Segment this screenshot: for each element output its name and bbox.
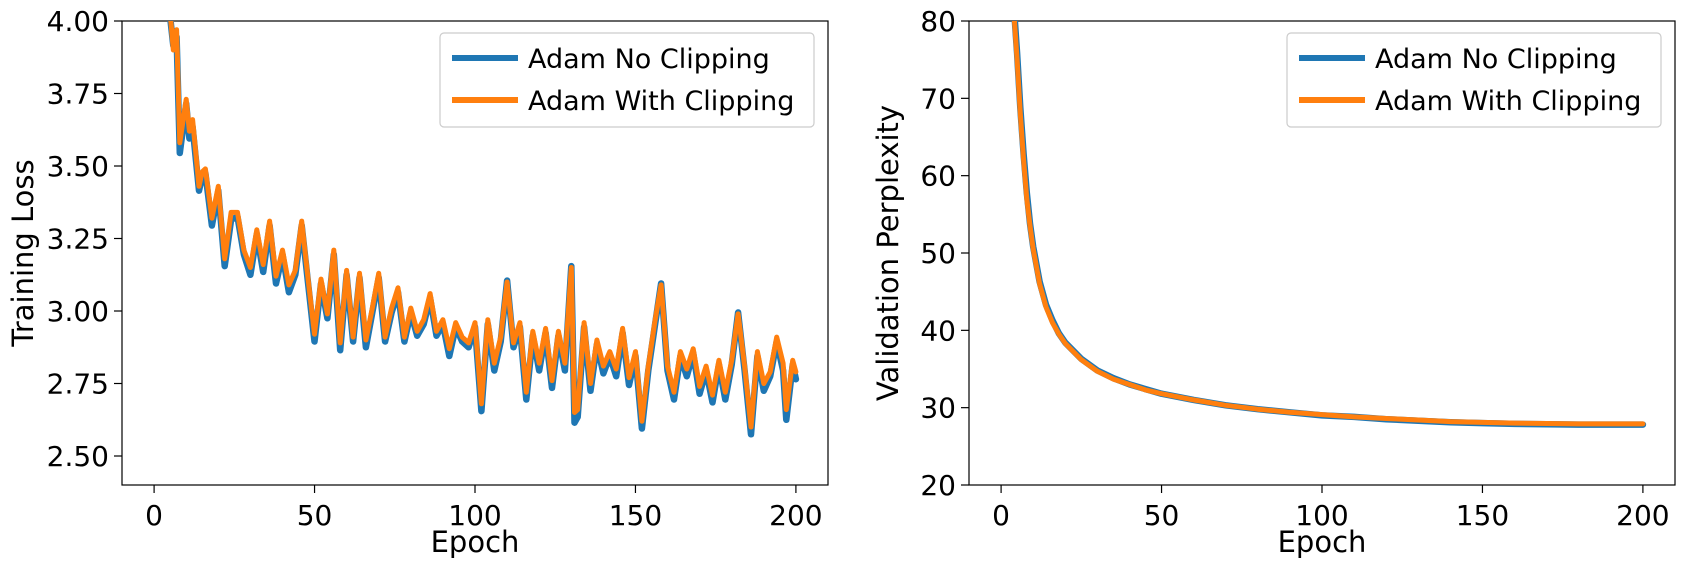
y-tick-label: 80 xyxy=(920,5,956,38)
x-axis-label: Epoch xyxy=(1278,525,1367,559)
x-tick-label: 100 xyxy=(448,499,501,532)
x-tick-label: 200 xyxy=(1616,499,1669,532)
x-tick-label: 150 xyxy=(1456,499,1509,532)
y-axis-label: Training Loss xyxy=(6,159,40,347)
legend: Adam No Clipping Adam With Clipping xyxy=(1286,32,1662,128)
x-ticks: 0 50 100 150 200 xyxy=(992,485,1670,532)
legend-label-with-clipping: Adam With Clipping xyxy=(1375,86,1641,117)
legend-label-with-clipping: Adam With Clipping xyxy=(528,86,794,117)
y-ticks: 2.50 2.75 3.00 3.25 3.50 3.75 4.00 xyxy=(47,5,122,473)
y-tick-label: 3.75 xyxy=(47,78,109,111)
legend: Adam No Clipping Adam With Clipping xyxy=(439,32,815,128)
y-tick-label: 4.00 xyxy=(47,5,109,38)
x-tick-label: 200 xyxy=(769,499,822,532)
series-line-with-clipping xyxy=(168,21,799,430)
series-line-with-clipping xyxy=(1011,21,1646,427)
legend-frame xyxy=(439,32,815,128)
x-tick-label: 100 xyxy=(1295,499,1348,532)
y-tick-label: 70 xyxy=(920,82,956,115)
y-axis-label: Validation Perplexity xyxy=(871,105,905,401)
x-ticks: 0 50 100 150 200 xyxy=(145,485,823,532)
x-tick-label: 50 xyxy=(1144,499,1180,532)
legend-label-no-clipping: Adam No Clipping xyxy=(1375,44,1617,75)
y-tick-label: 30 xyxy=(920,392,956,425)
y-tick-label: 2.75 xyxy=(47,368,109,401)
x-tick-label: 0 xyxy=(145,499,163,532)
y-ticks: 20 30 40 50 60 70 80 xyxy=(920,5,969,502)
series-layer xyxy=(1011,21,1647,428)
x-axis-label: Epoch xyxy=(431,525,520,559)
x-tick-label: 0 xyxy=(992,499,1010,532)
legend-frame xyxy=(1286,32,1662,128)
y-tick-label: 2.50 xyxy=(47,440,109,473)
series-layer xyxy=(167,21,800,438)
y-tick-label: 3.00 xyxy=(47,295,109,328)
y-tick-label: 40 xyxy=(920,314,956,347)
legend-label-no-clipping: Adam No Clipping xyxy=(528,44,770,75)
validation-perplexity-chart: 0 50 100 150 200 20 30 40 50 60 70 80 Epoch Valida… xyxy=(871,5,1676,559)
y-tick-label: 60 xyxy=(920,160,956,193)
y-tick-label: 50 xyxy=(920,237,956,270)
y-tick-label: 3.50 xyxy=(47,150,109,183)
y-tick-label: 3.25 xyxy=(47,223,109,256)
x-tick-label: 150 xyxy=(609,499,662,532)
x-tick-label: 50 xyxy=(297,499,333,532)
y-tick-label: 20 xyxy=(920,469,956,502)
training-loss-chart: 0 50 100 150 200 2.50 2.75 3.00 3.25 3.50 3.75 4.0… xyxy=(6,5,829,559)
